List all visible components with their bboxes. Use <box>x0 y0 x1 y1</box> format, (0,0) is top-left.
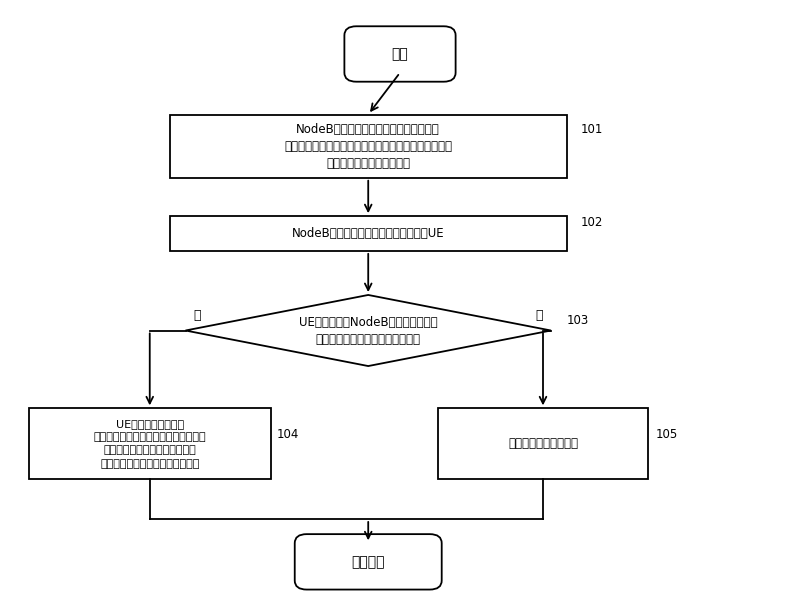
Bar <box>170 114 567 178</box>
Bar <box>438 408 648 479</box>
Text: UE读取下行控制信息
中携带的控制信息类型域，获知下行控
制信息中携带的控制信息类型，
并按照相应的方式读取该控制信息: UE读取下行控制信息 中携带的控制信息类型域，获知下行控 制信息中携带的控制信息… <box>94 419 206 469</box>
Text: 开始: 开始 <box>392 47 408 61</box>
Text: 101: 101 <box>581 123 603 136</box>
Text: 105: 105 <box>656 428 678 441</box>
Text: 是: 是 <box>194 309 201 322</box>
Text: NodeB将设置后的下行控制信息发送给UE: NodeB将设置后的下行控制信息发送给UE <box>292 227 445 240</box>
Bar <box>29 408 271 479</box>
Text: 102: 102 <box>581 216 603 229</box>
Text: 结束流程: 结束流程 <box>351 555 385 569</box>
Text: 103: 103 <box>567 314 589 326</box>
Text: NodeB在下行控制信息上设置特殊图样、
控制信息类型域，以及与控制信息类型域中标识的控制
信息类型相对应的控制信息: NodeB在下行控制信息上设置特殊图样、 控制信息类型域，以及与控制信息类型域中… <box>284 123 452 170</box>
Text: 104: 104 <box>277 428 299 441</box>
Text: 按照现有方式进行处理: 按照现有方式进行处理 <box>508 437 578 451</box>
Text: 否: 否 <box>535 309 543 322</box>
Bar <box>170 216 567 251</box>
Text: UE接收到来自NodeB的下行控制信息
后，判断其中是否携带有特殊图样: UE接收到来自NodeB的下行控制信息 后，判断其中是否携带有特殊图样 <box>299 316 438 345</box>
